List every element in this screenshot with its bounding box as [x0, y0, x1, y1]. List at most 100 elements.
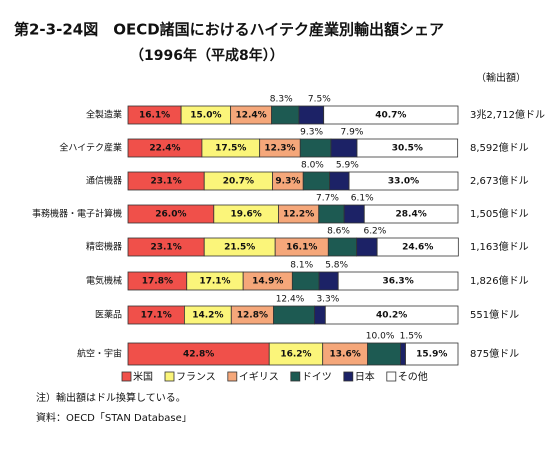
total-label: 551億ドル [470, 308, 519, 321]
bar-segment [348, 171, 459, 191]
bar-segment [329, 171, 350, 191]
value-label: 28.4% [396, 210, 427, 220]
note: 注）輸出額はドル換算している。 [36, 391, 186, 404]
legend-label: ドイツ [302, 372, 332, 383]
value-label: 7.5% [308, 95, 331, 105]
value-label: 7.7% [316, 194, 339, 204]
bar-segment [367, 342, 401, 366]
category-label: 航空・宇宙 [77, 348, 122, 360]
bar-segment [271, 105, 300, 125]
bar-segment [318, 271, 339, 291]
value-label: 36.3% [382, 277, 413, 287]
legend-swatch [386, 371, 397, 382]
legend-swatch [164, 371, 175, 382]
legend-label: 日本 [355, 370, 375, 383]
value-label: 16.1% [286, 243, 317, 253]
value-label: 33.0% [388, 177, 419, 187]
value-label: 21.5% [224, 243, 255, 253]
category-label: 全ハイテク産業 [59, 142, 122, 154]
bar-segment [363, 204, 459, 224]
bar-segment [343, 204, 365, 224]
total-label: 8,592億ドル [470, 141, 529, 154]
value-label: 17.8% [142, 277, 173, 287]
value-label: 22.4% [149, 144, 180, 154]
value-label: 15.9% [416, 350, 447, 360]
bar-segment [302, 171, 331, 191]
bar-segment [327, 237, 358, 257]
bar-segment [314, 305, 326, 325]
value-label: 1.5% [400, 332, 423, 342]
total-label: 1,163億ドル [470, 240, 529, 253]
bar-segment [298, 105, 325, 125]
value-label: 42.8% [183, 350, 214, 360]
category-label: 全製造業 [86, 109, 122, 121]
chart-subtitle: （1996年（平成8年）） [130, 47, 284, 64]
value-label: 40.7% [375, 111, 406, 121]
value-label: 30.5% [392, 144, 423, 154]
value-label: 17.1% [141, 311, 172, 321]
value-label: 14.9% [252, 277, 283, 287]
bar-segment [323, 105, 459, 125]
bar-segment [318, 204, 345, 224]
value-label: 17.5% [215, 144, 246, 154]
value-label: 8.0% [301, 161, 324, 171]
totals-header: （輸出額） [476, 71, 526, 84]
value-label: 12.3% [264, 144, 295, 154]
value-label: 5.9% [336, 161, 359, 171]
value-label: 19.6% [231, 210, 262, 220]
value-label: 8.3% [270, 95, 293, 105]
value-label: 23.1% [150, 177, 181, 187]
value-label: 23.1% [150, 243, 181, 253]
value-label: 14.2% [192, 311, 223, 321]
value-label: 12.4% [276, 295, 305, 305]
bar-segment [376, 237, 459, 257]
total-label: 875億ドル [470, 347, 519, 360]
value-label: 12.8% [237, 311, 268, 321]
legend-label: イギリス [239, 371, 279, 383]
bar-segment [273, 305, 315, 325]
value-label: 6.1% [351, 194, 374, 204]
value-label: 15.0% [190, 111, 221, 121]
category-label: 精密機器 [86, 241, 122, 253]
bar-segment [405, 342, 459, 366]
category-label: 医薬品 [95, 309, 122, 321]
note: 資料：OECD「STAN Database」 [36, 411, 192, 424]
value-label: 13.6% [330, 350, 361, 360]
value-label: 9.3% [300, 128, 323, 138]
legend-label: 米国 [133, 370, 153, 383]
chart-title: 第2-3-24図 OECD諸国におけるハイテク産業別輸出額シェア [14, 21, 444, 39]
value-label: 26.0% [155, 210, 186, 220]
legend-label: フランス [176, 371, 216, 383]
value-label: 8.1% [290, 261, 313, 271]
legend-swatch [121, 371, 132, 382]
bar-segment [400, 342, 406, 366]
legend-label: その他 [398, 370, 428, 383]
legend-swatch [343, 371, 354, 382]
value-label: 16.1% [139, 111, 170, 121]
bar-segment [324, 305, 459, 325]
bar-segment [356, 138, 459, 158]
value-label: 9.3% [275, 177, 300, 187]
value-label: 7.9% [341, 128, 364, 138]
value-label: 16.2% [280, 350, 311, 360]
total-label: 3兆2,712億ドル [470, 108, 545, 121]
value-label: 12.4% [235, 111, 266, 121]
value-label: 8.6% [327, 227, 350, 237]
value-label: 5.8% [325, 261, 348, 271]
value-label: 10.0% [366, 332, 395, 342]
total-label: 1,505億ドル [470, 207, 529, 220]
legend-swatch [290, 371, 301, 382]
value-label: 24.6% [402, 243, 433, 253]
total-label: 2,673億ドル [470, 174, 529, 187]
bar-segment [291, 271, 320, 291]
value-label: 6.2% [363, 227, 386, 237]
category-label: 事務機器・電子計算機 [32, 208, 122, 220]
value-label: 20.7% [223, 177, 254, 187]
category-label: 電気機械 [86, 275, 122, 287]
value-label: 40.2% [376, 311, 407, 321]
bar-segment [356, 237, 378, 257]
value-label: 12.2% [283, 210, 314, 220]
total-label: 1,826億ドル [470, 274, 529, 287]
legend-swatch [227, 371, 238, 382]
